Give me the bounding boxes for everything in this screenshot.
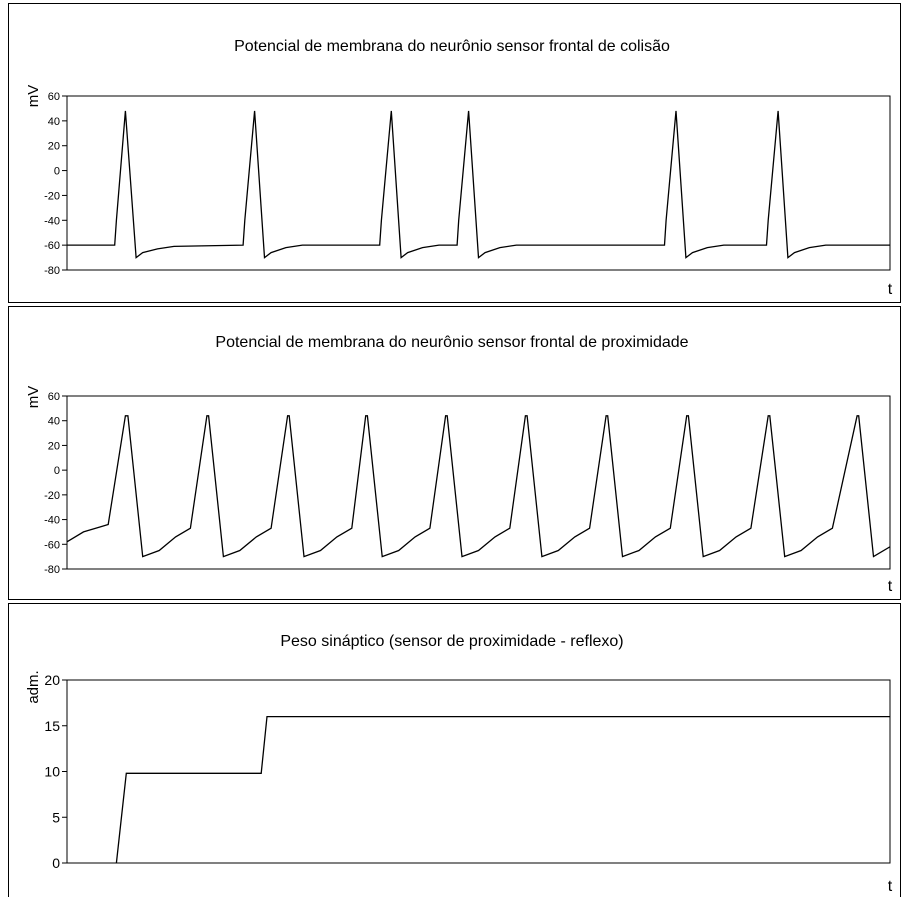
y-tick-label: -60 [44,240,60,252]
chart-title: Potencial de membrana do neurônio sensor… [234,38,670,55]
chart-panel-proximidade: Potencial de membrana do neurônio sensor… [8,306,901,600]
y-tick-label: 40 [48,416,60,428]
y-tick-label: 20 [44,672,60,688]
y-tick-label: 0 [52,855,60,871]
chart-panel-colisao: Potencial de membrana do neurônio sensor… [8,3,901,303]
y-tick-label: 40 [48,116,60,128]
y-tick-label: -20 [44,190,60,202]
y-tick-label: 15 [44,718,60,734]
y-tick-label: -40 [44,215,60,227]
plot-frame [66,95,891,271]
y-tick-label: -80 [44,265,60,277]
chart-colisao: Potencial de membrana do neurônio sensor… [25,38,893,298]
chart-proximidade: Potencial de membrana do neurônio sensor… [25,334,893,595]
y-tick-label: 10 [44,764,60,780]
y-tick-label: 60 [48,91,60,103]
x-axis-label: t [888,878,893,895]
y-axis-label: mV [25,85,42,108]
y-tick-label: 20 [48,141,60,153]
y-axis-label: mV [25,386,42,409]
y-tick-label: -40 [44,515,60,527]
y-tick-label: -60 [44,539,60,551]
chart-peso-sinaptico: Peso sináptico (sensor de proximidade - … [25,633,893,895]
chart-title: Potencial de membrana do neurônio sensor… [215,334,688,351]
series-line [67,110,890,259]
y-tick-label: 0 [54,166,60,178]
y-tick-label: 0 [54,465,60,477]
x-axis-label: t [888,578,893,595]
y-axis-label: adm. [25,670,42,703]
series-line [66,415,891,558]
y-tick-label: -20 [44,490,60,502]
series-line [115,715,890,864]
chart-title: Peso sináptico (sensor de proximidade - … [280,633,623,650]
x-axis-label: t [888,281,893,298]
y-tick-label: -80 [44,564,60,576]
plot-frame [66,679,891,864]
y-tick-label: 60 [48,391,60,403]
plot-frame [66,395,891,570]
chart-panel-peso: Peso sináptico (sensor de proximidade - … [8,603,901,897]
y-tick-label: 20 [48,440,60,452]
y-tick-label: 5 [52,809,60,825]
